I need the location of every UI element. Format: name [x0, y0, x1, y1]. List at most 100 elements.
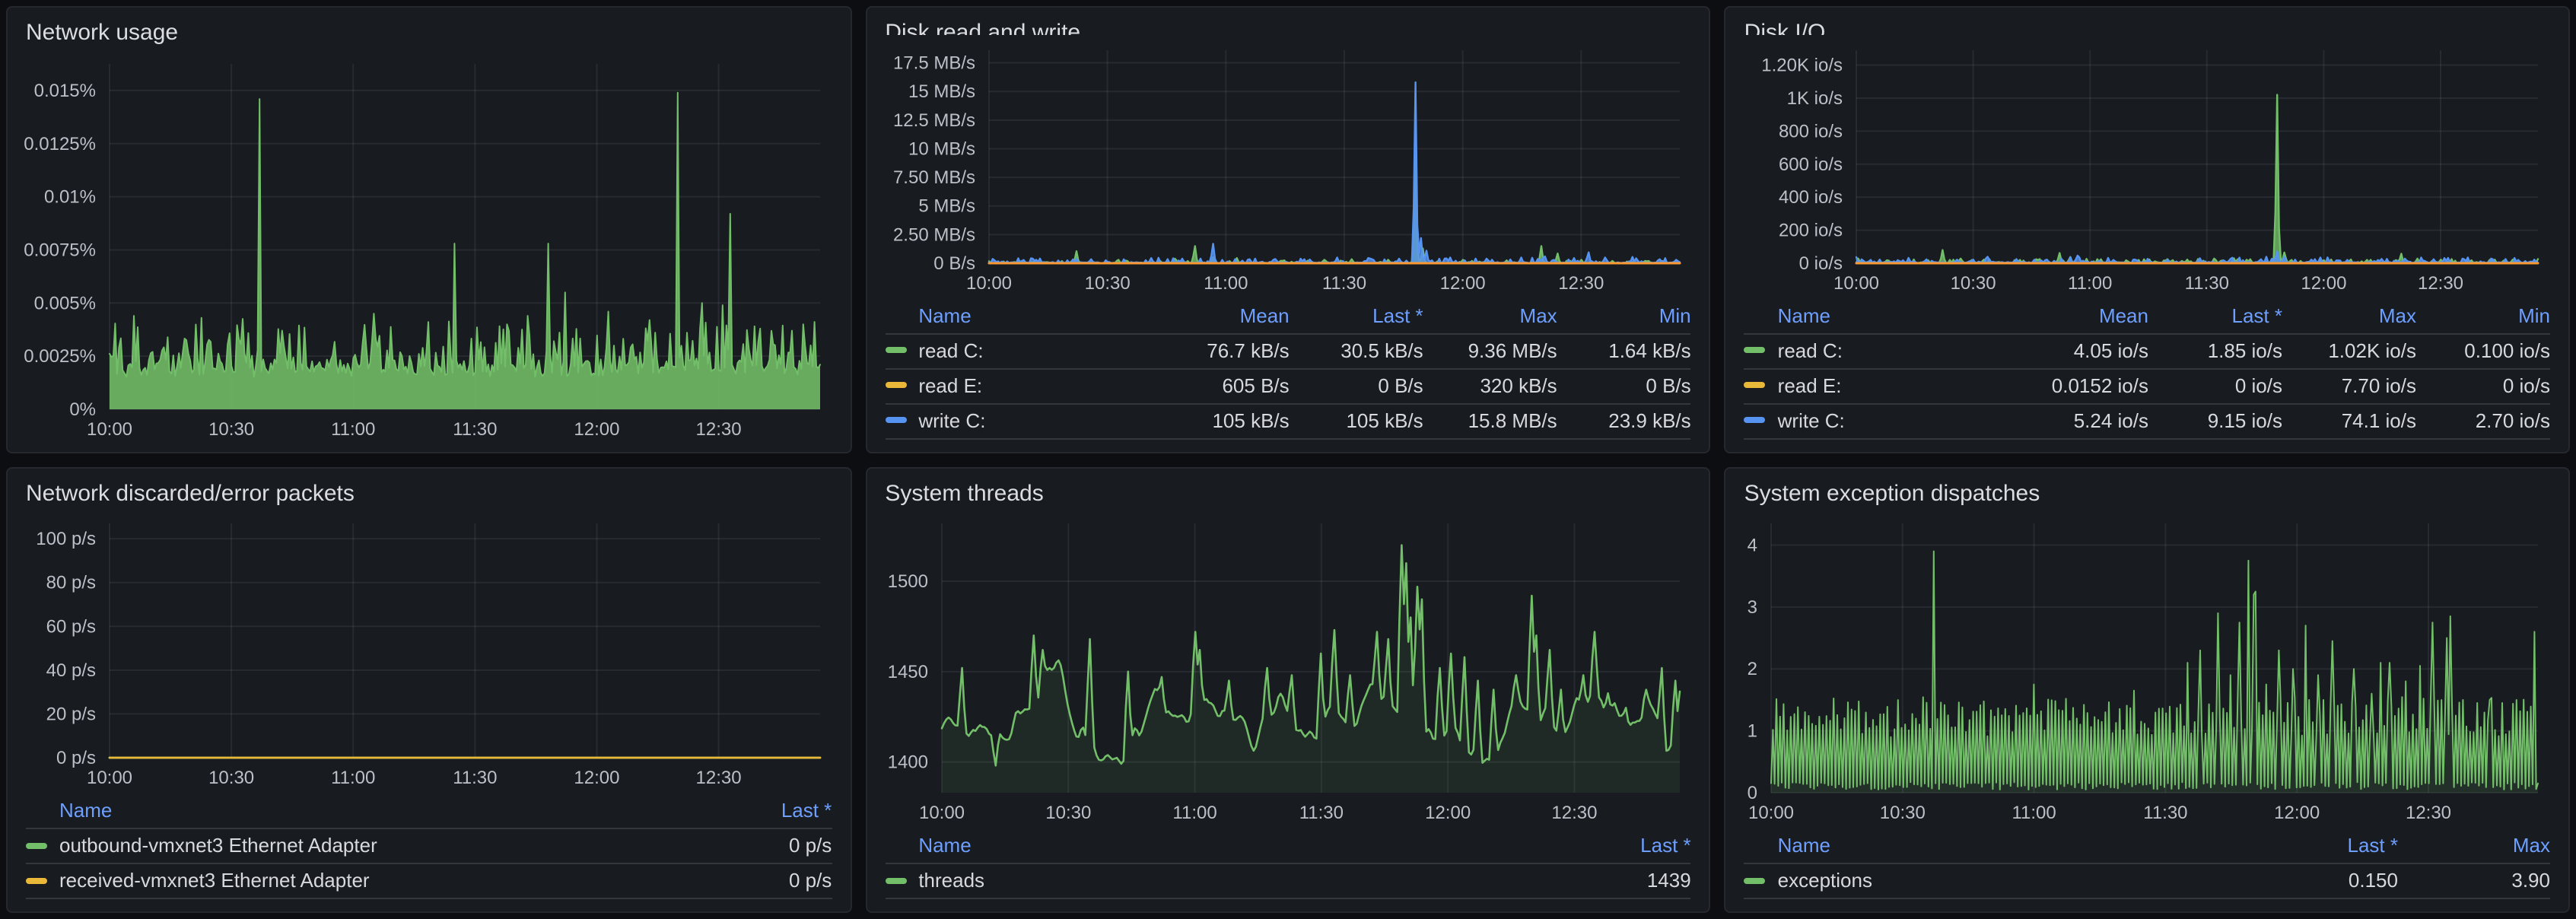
legend-column-last[interactable]: Last *: [1372, 304, 1423, 326]
x-tick-label: 12:00: [574, 768, 619, 788]
x-tick-label: 11:00: [1172, 803, 1216, 823]
series-fill-read-c: [988, 155, 1680, 262]
legend-column-mean[interactable]: Mean: [2098, 304, 2148, 326]
legend-value: 9.15 io/s: [2207, 409, 2282, 431]
y-tick-label: 60 p/s: [46, 617, 96, 638]
series-line-exceptions: [1770, 551, 2539, 791]
panel-title-disk-io[interactable]: Disk I/O: [1744, 20, 1826, 34]
y-tick-label: 600 io/s: [1779, 154, 1843, 174]
legend-value: 0.100 io/s: [2464, 339, 2550, 361]
legend-value: 0.0152 io/s: [2051, 374, 2148, 396]
legend-series-label[interactable]: write C:: [918, 409, 986, 431]
x-tick-label: 12:00: [1439, 272, 1485, 293]
legend-value: 3.90: [2511, 869, 2550, 892]
legend-header-row: Name Mean Last * Max Min: [885, 299, 1690, 333]
chart-system-threads[interactable]: 10:00 10:30 11:00 11:30 12:00 12:30 1400 1450 15…: [882, 511, 1693, 829]
panel-disk-read-write: Disk read and write 10:00 10:30 11:00 11:30…: [865, 6, 1711, 453]
panel-system-threads: System threads 10:00 10:30 11:00 11:30 12:00…: [865, 466, 1711, 913]
legend-column-last[interactable]: Last *: [2231, 304, 2283, 326]
legend-table: Name Last * Max exceptions 0.150 3.90: [1744, 829, 2550, 899]
y-tick-label: 7.50 MB/s: [892, 167, 975, 187]
legend-series-label[interactable]: read E:: [1777, 374, 1842, 396]
legend-value: 0 p/s: [788, 834, 832, 857]
legend-column-last[interactable]: Last *: [1640, 834, 1691, 857]
legend-row: outbound-vmxnet3 Ethernet Adapter 0 p/s: [26, 828, 832, 863]
legend-series-swatch: [1744, 382, 1766, 388]
legend-value: 1.85 io/s: [2207, 339, 2282, 361]
panel-title-disk-read-write[interactable]: Disk read and write: [885, 20, 1081, 34]
legend-column-max[interactable]: Max: [1519, 304, 1557, 326]
legend-series-label[interactable]: read C:: [918, 339, 984, 361]
x-tick-label: 10:00: [1749, 803, 1795, 823]
legend-column-last[interactable]: Last *: [2347, 834, 2399, 857]
chart-network-discarded-error-packets[interactable]: 10:00 10:30 11:00 11:30 12:00 12:30 0 p/s 20 p/…: [23, 511, 835, 794]
legend-series-label[interactable]: read C:: [1777, 339, 1843, 361]
chart-svg: 10:00 10:30 11:00 11:30 12:00 12:30 0 p/s 20 p/…: [36, 523, 822, 788]
legend-row: read C: 76.7 kB/s 30.5 kB/s 9.36 MB/s 1.64 k…: [885, 333, 1691, 368]
y-tick-label: 1.20K io/s: [1762, 55, 1843, 75]
legend-column-max[interactable]: Max: [2512, 834, 2550, 857]
legend-column-name[interactable]: Name: [1777, 304, 1831, 326]
chart-disk-io[interactable]: 10:00 10:30 11:00 11:30 12:00 12:30 0 io/s 200 …: [1741, 37, 2553, 299]
legend-row: write C: 105 kB/s 105 kB/s 15.8 MB/s 23.9 kB…: [885, 403, 1691, 438]
y-tick-label: 0.0075%: [24, 240, 96, 260]
legend-column-min[interactable]: Min: [2518, 304, 2550, 326]
legend-value: 9.36 MB/s: [1468, 339, 1557, 361]
y-tick-label: 100 p/s: [36, 529, 96, 550]
legend-column-name[interactable]: Name: [59, 799, 113, 822]
legend-column-name[interactable]: Name: [1777, 834, 1831, 857]
y-tick-label: 12.5 MB/s: [892, 110, 975, 130]
x-tick-label: 11:00: [331, 768, 375, 788]
legend-column-min[interactable]: Min: [1658, 304, 1691, 326]
chart-network-usage[interactable]: 10:00 10:30 11:00 11:30 12:00 12:30 0% 0.0025% 0…: [23, 51, 835, 445]
y-tick-label: 20 p/s: [46, 704, 96, 725]
panel-title-system-exception-dispatches[interactable]: System exception dispatches: [1744, 480, 2040, 506]
y-tick-label: 400 io/s: [1779, 186, 1843, 207]
legend-table: Name Mean Last * Max Min read C: 76.7 kB/s 30.5…: [885, 299, 1691, 439]
chart-svg: 10:00 10:30 11:00 11:30 12:00 12:30 0 1 2 3 4: [1748, 523, 2539, 823]
legend-header-row: Name Last *: [26, 794, 832, 828]
legend-system-exception-dispatches: Name Last * Max exceptions 0.150 3.90: [1741, 829, 2553, 905]
series-line-network-usage: [109, 91, 821, 378]
y-tick-label: 0%: [69, 399, 96, 419]
legend-column-max[interactable]: Max: [2378, 304, 2416, 326]
legend-value: 0 B/s: [1646, 374, 1691, 396]
legend-column-name[interactable]: Name: [918, 304, 972, 326]
x-tick-label: 11:30: [2185, 272, 2229, 293]
legend-row: read E: 605 B/s 0 B/s 320 kB/s 0 B/s: [885, 368, 1691, 403]
legend-column-name[interactable]: Name: [918, 834, 972, 857]
series-line-write-c: [1856, 250, 2539, 263]
x-tick-label: 11:30: [453, 418, 497, 439]
x-tick-label: 12:30: [1551, 803, 1597, 823]
legend-table: Name Last * threads 1439: [885, 829, 1691, 899]
legend-value: 320 kB/s: [1480, 374, 1557, 396]
y-tick-label: 800 io/s: [1779, 120, 1843, 141]
legend-series-swatch: [26, 842, 47, 848]
x-tick-label: 12:30: [2406, 803, 2452, 823]
legend-column-mean[interactable]: Mean: [1239, 304, 1290, 326]
series-fill-network-usage: [110, 92, 820, 409]
legend-row: exceptions 0.150 3.90: [1744, 863, 2550, 898]
y-tick-label: 0 p/s: [56, 748, 96, 768]
y-tick-label: 0 io/s: [1799, 253, 1843, 273]
x-tick-label: 10:00: [918, 803, 964, 823]
panel-title-network-discarded-error-packets[interactable]: Network discarded/error packets: [26, 480, 355, 506]
legend-series-label[interactable]: received-vmxnet3 Ethernet Adapter: [59, 869, 370, 892]
legend-series-label[interactable]: threads: [918, 869, 985, 892]
chart-disk-read-write[interactable]: 10:00 10:30 11:00 11:30 12:00 12:30 0 B/s 2.50 …: [882, 37, 1693, 299]
y-tick-label: 0.0125%: [24, 133, 96, 154]
panel-system-exception-dispatches: System exception dispatches 10:00 10:30 11…: [1724, 466, 2570, 913]
legend-series-swatch: [885, 417, 907, 423]
legend-column-last[interactable]: Last *: [781, 799, 832, 822]
legend-series-label[interactable]: read E:: [918, 374, 983, 396]
x-tick-label: 11:30: [2144, 803, 2188, 823]
panel-title-network-usage[interactable]: Network usage: [26, 20, 179, 46]
y-tick-label: 10 MB/s: [908, 138, 975, 158]
panel-title-system-threads[interactable]: System threads: [885, 480, 1044, 506]
legend-series-label[interactable]: write C:: [1777, 409, 1845, 431]
series-fill-write-c: [988, 81, 1680, 262]
x-tick-label: 11:00: [2012, 803, 2056, 823]
legend-series-label[interactable]: outbound-vmxnet3 Ethernet Adapter: [59, 834, 377, 857]
legend-series-label[interactable]: exceptions: [1777, 869, 1872, 892]
chart-system-exception-dispatches[interactable]: 10:00 10:30 11:00 11:30 12:00 12:30 0 1 2 3 4: [1741, 511, 2553, 829]
